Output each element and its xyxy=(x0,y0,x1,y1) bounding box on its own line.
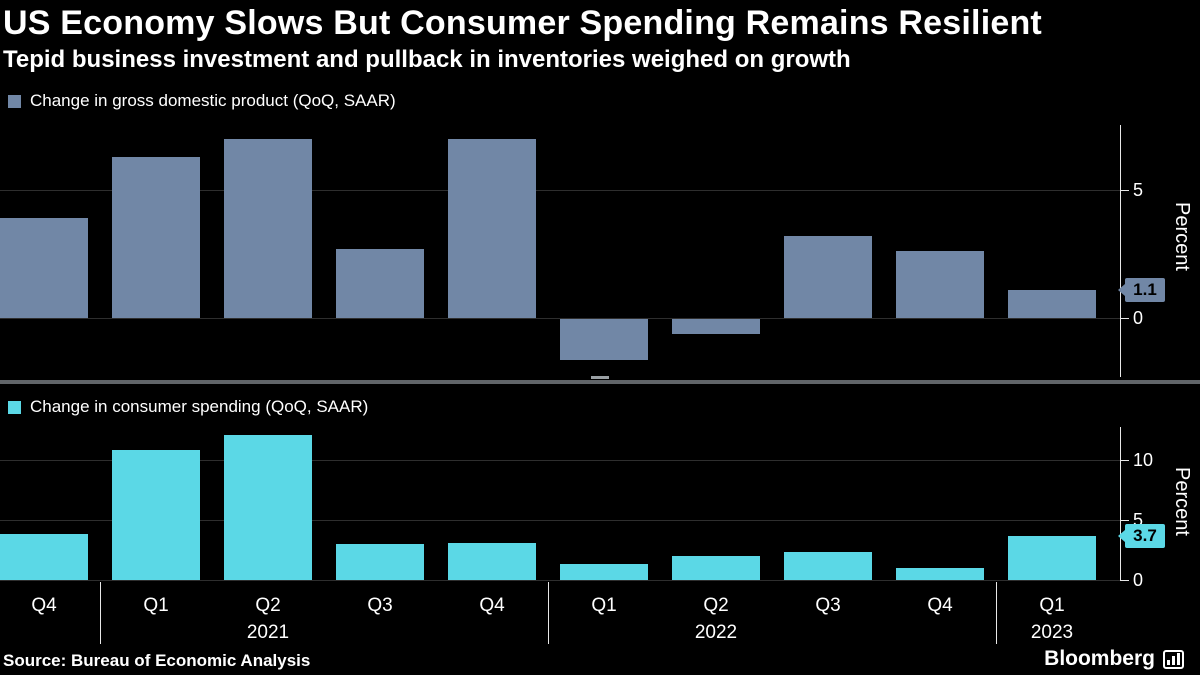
bar-q3-2022 xyxy=(784,236,872,318)
bar-q3-2021 xyxy=(336,544,424,580)
x-tick-label-q4-2022: Q4 xyxy=(927,595,953,616)
source-label: Source: Bureau of Economic Analysis xyxy=(3,651,311,670)
bar-q3-2022 xyxy=(784,552,872,580)
x-tick-label-q2-2021: Q2 xyxy=(255,595,281,616)
bar-q1-2021 xyxy=(112,157,200,318)
legend-gdp: Change in gross domestic product (QoQ, S… xyxy=(8,91,396,111)
bar-q1-2023 xyxy=(1008,290,1096,318)
bloomberg-wordmark: Bloomberg xyxy=(1044,647,1155,670)
bar-q4-2021 xyxy=(448,139,536,318)
y-axis-title: Percent xyxy=(1171,467,1193,536)
bar-q4-2020 xyxy=(0,534,88,580)
chart-subtitle: Tepid business investment and pullback i… xyxy=(3,46,851,73)
x-tick-label-q3-2022: Q3 xyxy=(815,595,841,616)
x-tick-label-q4-2021: Q4 xyxy=(479,595,505,616)
x-year-label-2021: 2021 xyxy=(246,622,290,643)
y-axis-tick-label-10: 10 xyxy=(1133,450,1154,470)
legend-consumer-spending: Change in consumer spending (QoQ, SAAR) xyxy=(8,397,368,417)
bar-q2-2021 xyxy=(224,435,312,580)
bar-q3-2021 xyxy=(336,249,424,318)
bar-q2-2022 xyxy=(672,556,760,580)
bar-q4-2022 xyxy=(896,251,984,318)
y-axis-line xyxy=(1120,125,1121,377)
y-axis-tick-label-5: 5 xyxy=(1133,510,1144,530)
y-axis-tick-label-0: 0 xyxy=(1133,308,1144,328)
y-axis-line xyxy=(1120,427,1121,581)
end-value-notch xyxy=(1118,284,1125,296)
x-tick-label-q2-2022: Q2 xyxy=(703,595,729,616)
y-axis-tick-label-0: 0 xyxy=(1133,570,1144,590)
x-tick-label-q3-2021: Q3 xyxy=(367,595,393,616)
bar-q4-2020 xyxy=(0,218,88,318)
end-value-badge: 1.1 xyxy=(1125,278,1165,302)
year-boundary-tick xyxy=(996,582,997,644)
y-axis-tick-0 xyxy=(1120,318,1129,319)
year-boundary-tick xyxy=(548,582,549,644)
end-value-badge: 3.7 xyxy=(1125,524,1165,548)
legend-label-gdp: Change in gross domestic product (QoQ, S… xyxy=(30,91,396,110)
x-tick-label-q4-2020: Q4 xyxy=(31,595,57,616)
x-tick-label-q1-2023: Q1 xyxy=(1039,595,1065,616)
end-value-notch xyxy=(1118,530,1125,542)
bar-q2-2021 xyxy=(224,139,312,318)
x-tick-label-q1-2021: Q1 xyxy=(143,595,169,616)
panel-separator xyxy=(0,380,1200,384)
legend-swatch-gdp xyxy=(8,94,21,108)
gridline-5 xyxy=(0,190,1120,191)
x-tick-label-q1-2022: Q1 xyxy=(591,595,617,616)
bar-q4-2022 xyxy=(896,568,984,580)
bar-q1-2023 xyxy=(1008,536,1096,580)
bar-q1-2022 xyxy=(560,564,648,580)
bar-q1-2022 xyxy=(560,319,648,360)
y-axis-tick-5 xyxy=(1120,190,1129,191)
year-boundary-tick xyxy=(100,582,101,644)
x-year-label-2022: 2022 xyxy=(694,622,738,643)
legend-swatch-consumer-spending xyxy=(8,400,21,414)
bar-q1-2021 xyxy=(112,450,200,580)
gridline-0 xyxy=(0,580,1120,581)
y-axis-tick-5 xyxy=(1120,520,1129,521)
chart-title: US Economy Slows But Consumer Spending R… xyxy=(3,4,1042,42)
bar-q4-2021 xyxy=(448,543,536,580)
gridline-5 xyxy=(0,520,1120,521)
gridline-10 xyxy=(0,460,1120,461)
y-axis-tick-label-5: 5 xyxy=(1133,180,1144,200)
y-axis-tick-0 xyxy=(1120,580,1129,581)
x-year-label-2023: 2023 xyxy=(1030,622,1074,643)
bar-q2-2022 xyxy=(672,319,760,334)
gridline-0 xyxy=(0,318,1120,319)
panel-divider-grip[interactable] xyxy=(591,376,609,379)
y-axis-title: Percent xyxy=(1171,202,1193,271)
y-axis-tick-10 xyxy=(1120,460,1129,461)
bloomberg-logo: Bloomberg xyxy=(1044,647,1184,671)
legend-label-consumer-spending: Change in consumer spending (QoQ, SAAR) xyxy=(30,397,369,416)
bloomberg-chart-icon xyxy=(1163,649,1184,669)
